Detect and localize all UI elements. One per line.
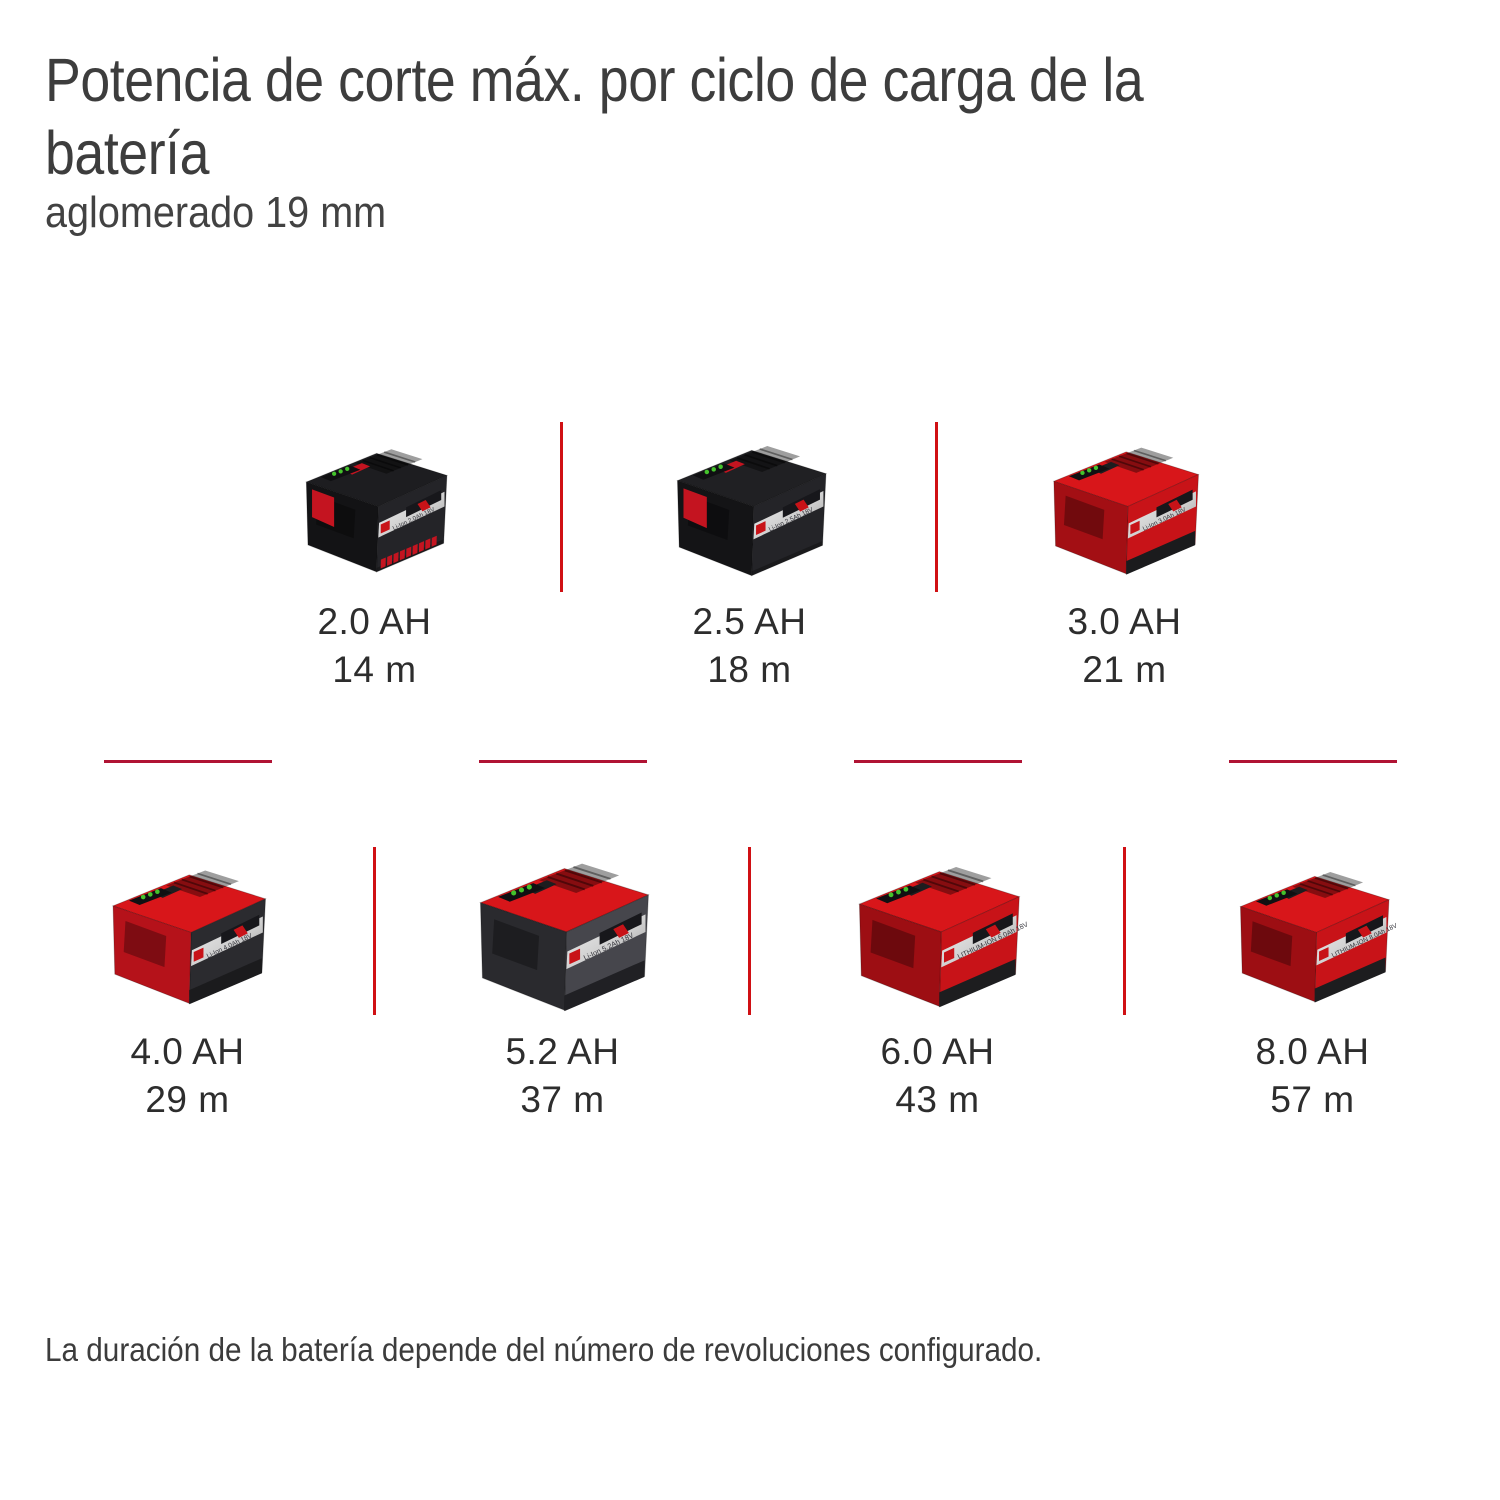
divider-vertical xyxy=(935,422,938,592)
battery-2.0ah-icon: Li-Ion 2.0Ah 18V xyxy=(304,448,448,573)
battery-image-box: LITHIUM-ION 6.0Ah 18V xyxy=(835,842,1040,1022)
battery-image-box: Li-Ion 2.0Ah 18V xyxy=(285,420,465,592)
divider-horizontal xyxy=(478,760,647,763)
battery-cell: Li-Ion 2.5Ah 18V 2.5 AH 18 m xyxy=(562,420,938,690)
divider-vertical xyxy=(1123,847,1126,1015)
battery-image-box: Li-Ion 4.0Ah 18V xyxy=(90,842,285,1022)
battery-row-top: Li-Ion 2.0Ah 18V 2.0 AH 14 m Li-Ion 2.5Ah 1… xyxy=(187,420,1313,690)
page-subtitle: aglomerado 19 mm xyxy=(45,188,387,237)
battery-5.2ah-icon: Li-Ion 5.2Ah 18V xyxy=(479,863,650,1012)
battery-distance-label: 14 m xyxy=(332,649,417,690)
battery-capacity-label: 2.5 AH xyxy=(692,601,807,642)
divider-horizontal xyxy=(1228,760,1397,763)
battery-6.0ah-icon: LITHIUM-ION 6.0Ah 18V xyxy=(858,866,1030,1008)
battery-distance-label: 43 m xyxy=(895,1079,980,1120)
battery-cell: LITHIUM-ION 6.0Ah 18V 6.0 AH 43 m xyxy=(750,760,1126,1120)
battery-capacity-label: 5.2 AH xyxy=(505,1031,620,1072)
battery-image-box: Li-Ion 2.5Ah 18V xyxy=(655,420,845,592)
battery-distance-label: 21 m xyxy=(1082,649,1167,690)
battery-cell: Li-Ion 3.0Ah 18V 3.0 AH 21 m xyxy=(937,420,1312,690)
battery-cell: Li-Ion 5.2Ah 18V 5.2 AH 37 m xyxy=(375,760,751,1120)
page-title-line2: batería xyxy=(45,119,210,187)
battery-capacity-label: 6.0 AH xyxy=(880,1031,995,1072)
battery-2.5ah-icon: Li-Ion 2.5Ah 18V xyxy=(675,445,827,576)
divider-vertical xyxy=(748,847,751,1015)
battery-3.0ah-icon: Li-Ion 3.0Ah 18V xyxy=(1052,447,1200,575)
divider-vertical xyxy=(560,422,563,592)
page-title: Potencia de corte máx. por ciclo de carg… xyxy=(45,44,1293,190)
divider-vertical xyxy=(373,847,376,1015)
battery-distance-label: 37 m xyxy=(520,1079,605,1120)
battery-capacity-label: 3.0 AH xyxy=(1067,601,1182,642)
divider-horizontal xyxy=(103,760,272,763)
battery-distance-label: 29 m xyxy=(145,1079,230,1120)
page-title-line1: Potencia de corte máx. por ciclo de carg… xyxy=(45,46,1144,114)
battery-capacity-label: 2.0 AH xyxy=(317,601,432,642)
battery-8.0ah-icon: LITHIUM-ION 8.0Ah 18V xyxy=(1238,871,1398,1002)
battery-cell: Li-Ion 2.0Ah 18V 2.0 AH 14 m xyxy=(187,420,563,690)
battery-capacity-label: 4.0 AH xyxy=(130,1031,245,1072)
footnote: La duración de la batería depende del nú… xyxy=(45,1331,1043,1368)
battery-image-box: LITHIUM-ION 8.0Ah 18V xyxy=(1218,842,1408,1022)
battery-row-bottom: Li-Ion 4.0Ah 18V 4.0 AH 29 m Li-Ion 5.2Ah 1… xyxy=(0,760,1500,1120)
battery-distance-label: 57 m xyxy=(1270,1079,1355,1120)
battery-cell: LITHIUM-ION 8.0Ah 18V 8.0 AH 57 m xyxy=(1125,760,1500,1120)
battery-cell: Li-Ion 4.0Ah 18V 4.0 AH 29 m xyxy=(0,760,376,1120)
divider-horizontal xyxy=(853,760,1022,763)
battery-capacity-label: 8.0 AH xyxy=(1255,1031,1370,1072)
battery-image-box: Li-Ion 3.0Ah 18V xyxy=(1032,420,1217,592)
battery-image-box: Li-Ion 5.2Ah 18V xyxy=(455,842,670,1022)
battery-distance-label: 18 m xyxy=(707,649,792,690)
battery-4.0ah-icon: Li-Ion 4.0Ah 18V xyxy=(111,869,267,1004)
